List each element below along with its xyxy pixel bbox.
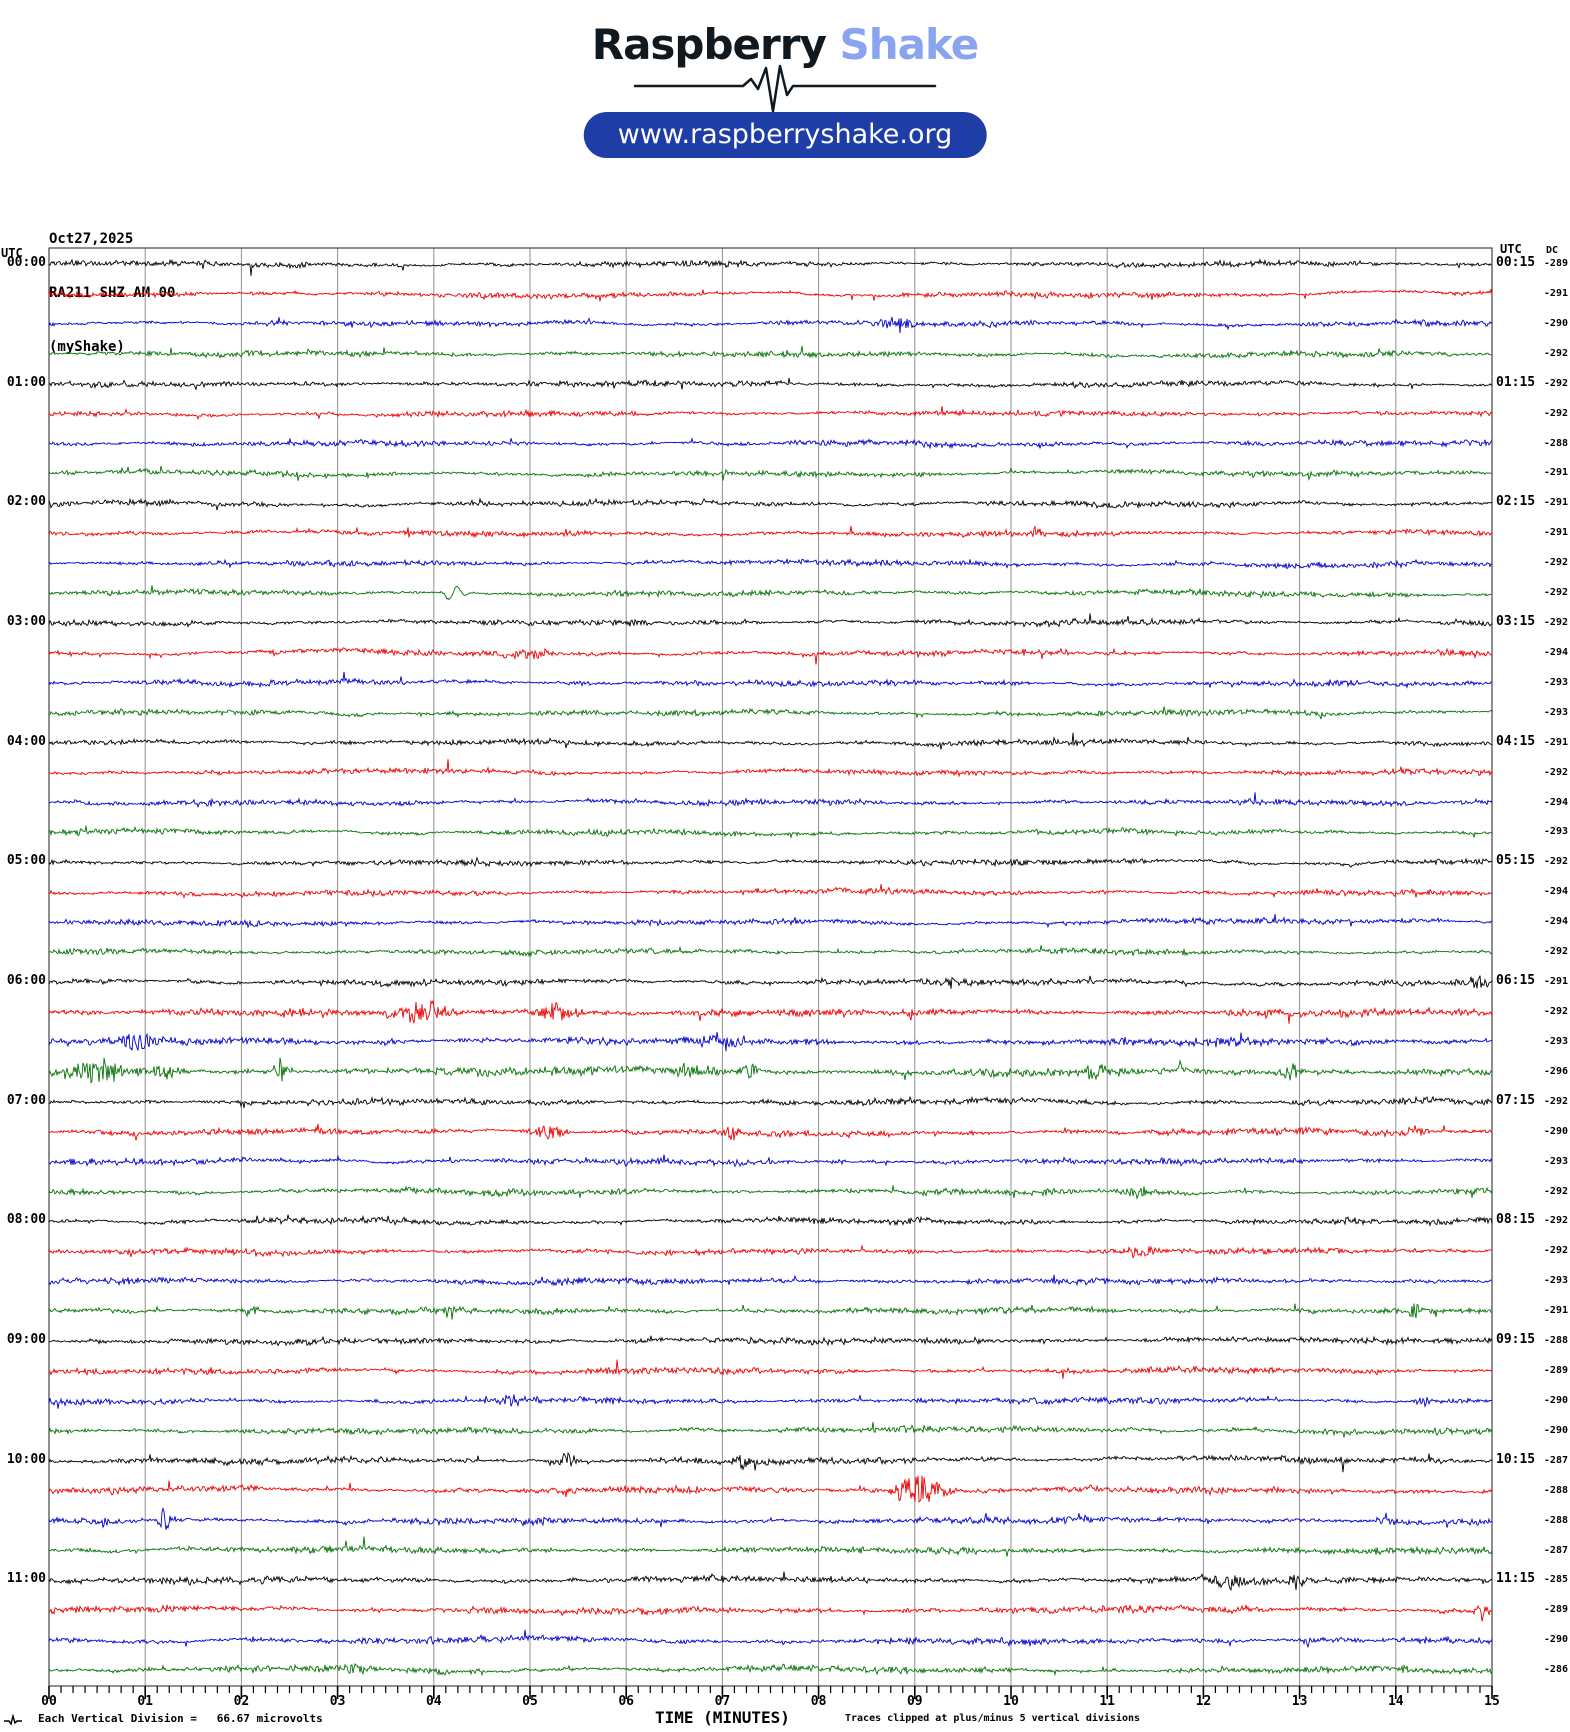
station-info: Oct27,2025 RA211 SHZ AM 00 (myShake) xyxy=(49,194,175,392)
station-network: (myShake) xyxy=(49,339,125,355)
station-date: Oct27,2025 xyxy=(49,231,134,247)
mini-pulse-icon xyxy=(4,1714,22,1726)
dc-header: DC xyxy=(1546,245,1559,256)
brand-raspberry-text: Raspberry xyxy=(591,20,827,69)
utc-header-right: UTC xyxy=(1500,242,1522,256)
station-id: RA211 SHZ AM 00 xyxy=(49,285,176,301)
vertical-division-note: Each Vertical Division = 66.67 microvolt… xyxy=(38,1712,323,1725)
clip-note: Traces clipped at plus/minus 5 vertical … xyxy=(845,1713,1141,1724)
website-url-text: www.raspberryshake.org xyxy=(617,119,953,150)
website-link[interactable]: www.raspberryshake.org xyxy=(583,112,987,158)
brand-title: Raspberry Shake xyxy=(0,20,1570,69)
seismic-pulse-icon xyxy=(633,64,937,112)
utc-header-left: UTC xyxy=(1,246,23,260)
brand-shake-text: Shake xyxy=(825,20,979,69)
x-axis-title: TIME (MINUTES) xyxy=(655,1708,790,1727)
